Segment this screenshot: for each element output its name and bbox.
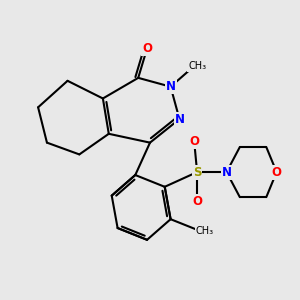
Text: O: O xyxy=(192,195,202,208)
Text: N: N xyxy=(166,80,176,93)
Text: O: O xyxy=(189,135,199,148)
Text: CH₃: CH₃ xyxy=(188,61,206,71)
Text: CH₃: CH₃ xyxy=(195,226,214,236)
Text: N: N xyxy=(174,112,184,126)
Text: O: O xyxy=(272,166,282,178)
Text: N: N xyxy=(222,166,232,178)
Text: S: S xyxy=(193,166,201,178)
Text: O: O xyxy=(142,42,152,55)
